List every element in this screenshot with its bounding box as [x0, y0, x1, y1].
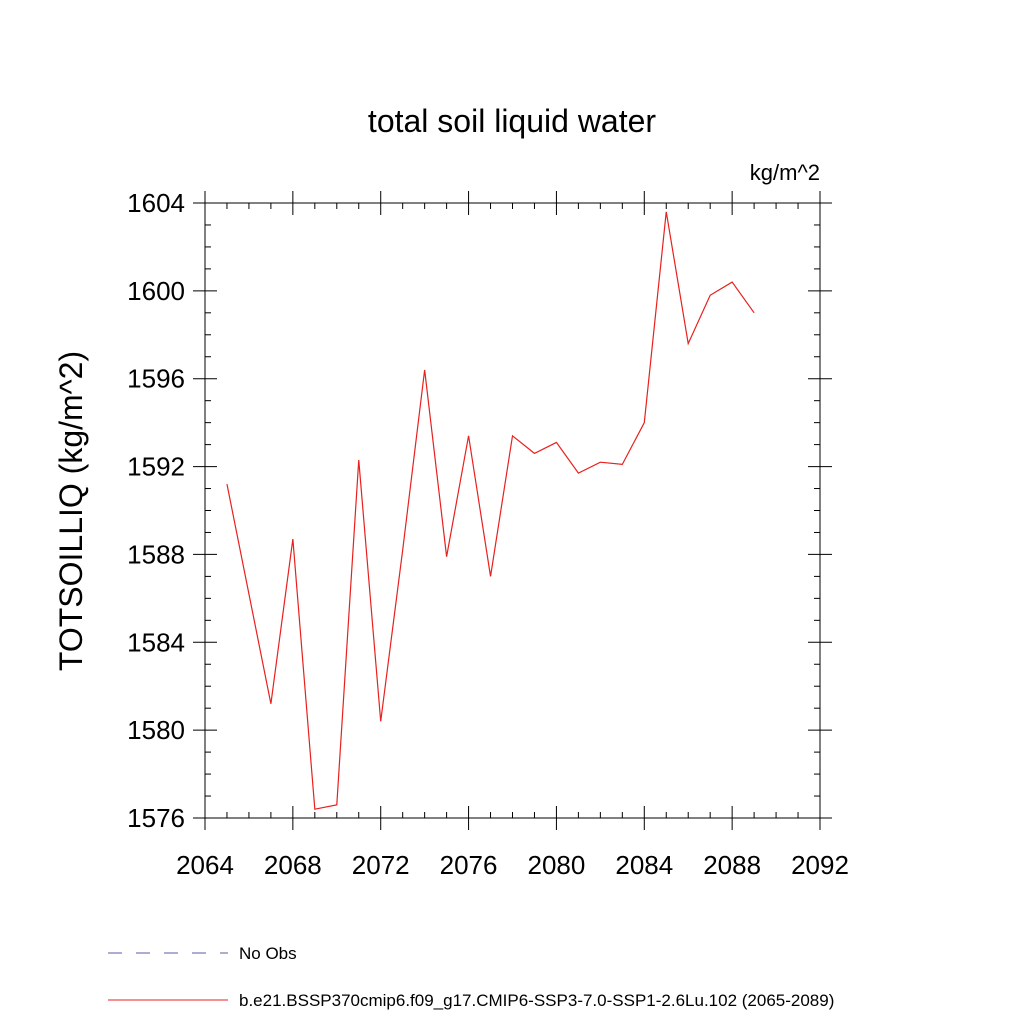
plot-frame [204, 202, 821, 819]
y-axis-label: TOTSOILLIQ (kg/m^2) [53, 351, 89, 671]
x-tick-label: 2064 [176, 850, 234, 880]
chart-title: total soil liquid water [368, 103, 656, 139]
y-tick-label: 1580 [127, 715, 185, 745]
legend: No Obs b.e21.BSSP370cmip6.f09_g17.CMIP6-… [108, 944, 834, 1010]
y-tick-label: 1576 [127, 803, 185, 833]
x-tick-label: 2080 [528, 850, 586, 880]
x-axis-ticks: 2064 2068 2072 2076 2080 2084 2088 2092 [176, 191, 849, 880]
y-tick-label: 1600 [127, 276, 185, 306]
y-axis-ticks: 1576 1580 1584 1588 1592 1596 1600 1604 [127, 188, 832, 833]
x-tick-label: 2072 [352, 850, 410, 880]
x-tick-label: 2092 [791, 850, 849, 880]
units-label: kg/m^2 [750, 160, 820, 185]
x-tick-label: 2076 [440, 850, 498, 880]
y-tick-label: 1604 [127, 188, 185, 218]
x-tick-label: 2084 [615, 850, 673, 880]
y-tick-label: 1592 [127, 452, 185, 482]
series-layer [226, 211, 755, 810]
y-tick-label: 1596 [127, 364, 185, 394]
x-tick-label: 2068 [264, 850, 322, 880]
legend-label-no-obs: No Obs [239, 944, 297, 963]
series-line [226, 211, 755, 810]
legend-label-model-run: b.e21.BSSP370cmip6.f09_g17.CMIP6-SSP3-7.… [239, 991, 834, 1010]
y-tick-label: 1584 [127, 627, 185, 657]
x-tick-label: 2088 [703, 850, 761, 880]
y-tick-label: 1588 [127, 539, 185, 569]
